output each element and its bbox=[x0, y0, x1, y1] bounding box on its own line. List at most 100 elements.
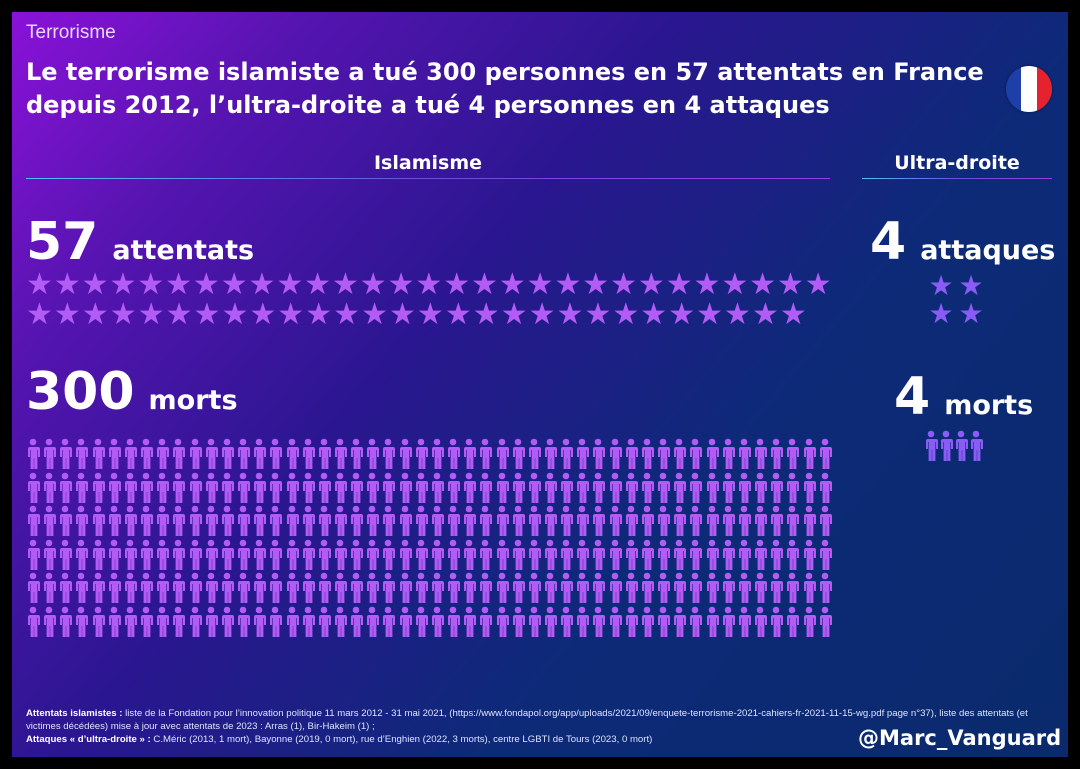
person-icon bbox=[334, 472, 347, 503]
person-icon bbox=[302, 572, 315, 603]
person-icon bbox=[706, 539, 719, 570]
star-icon: ★ bbox=[528, 297, 556, 332]
person-icon bbox=[577, 572, 590, 603]
person-icon bbox=[318, 572, 331, 603]
sources-text-ultra-right: C.Méric (2013, 1 mort), Bayonne (2019, 0… bbox=[150, 734, 653, 745]
star-icon: ★ bbox=[958, 269, 984, 302]
person-icon bbox=[76, 438, 89, 469]
person-icon bbox=[76, 572, 89, 603]
person-icon bbox=[383, 572, 396, 603]
person-icon bbox=[415, 606, 428, 637]
star-icon: ★ bbox=[415, 267, 443, 302]
person-icon bbox=[755, 539, 768, 570]
person-icon bbox=[641, 438, 654, 469]
star-icon: ★ bbox=[443, 267, 471, 302]
person-icon bbox=[496, 472, 509, 503]
person-icon bbox=[512, 472, 525, 503]
person-icon bbox=[157, 572, 170, 603]
star-icon: ★ bbox=[804, 267, 832, 302]
person-icon bbox=[480, 539, 493, 570]
star-icon: ★ bbox=[721, 267, 749, 302]
star-icon: ★ bbox=[928, 297, 954, 330]
person-icon bbox=[658, 572, 671, 603]
ultra-droite-deaths-stat: 4 morts bbox=[894, 367, 1033, 427]
person-icon bbox=[658, 438, 671, 469]
person-icon bbox=[641, 472, 654, 503]
person-icon bbox=[625, 606, 638, 637]
person-icon bbox=[593, 438, 606, 469]
ultra-droite-attacks-stat: 4 attaques bbox=[870, 212, 1055, 272]
person-icon bbox=[415, 438, 428, 469]
person-icon bbox=[334, 572, 347, 603]
star-icon: ★ bbox=[498, 267, 526, 302]
person-icon bbox=[625, 472, 638, 503]
person-icon bbox=[738, 438, 751, 469]
people-row bbox=[26, 438, 832, 471]
person-icon bbox=[302, 606, 315, 637]
person-icon bbox=[124, 606, 137, 637]
person-icon bbox=[706, 572, 719, 603]
person-icon bbox=[302, 539, 315, 570]
person-icon bbox=[561, 505, 574, 536]
person-icon bbox=[722, 472, 735, 503]
person-icon bbox=[480, 505, 493, 536]
person-icon bbox=[706, 438, 719, 469]
person-icon bbox=[431, 606, 444, 637]
star-icon: ★ bbox=[751, 297, 779, 332]
person-icon bbox=[545, 472, 557, 503]
star-icon: ★ bbox=[582, 267, 610, 302]
person-icon bbox=[367, 438, 380, 469]
person-icon bbox=[238, 472, 251, 503]
person-icon bbox=[674, 606, 687, 637]
person-icon bbox=[157, 505, 170, 536]
person-icon bbox=[674, 505, 687, 536]
person-icon bbox=[480, 606, 493, 637]
star-icon: ★ bbox=[584, 297, 612, 332]
star-icon: ★ bbox=[137, 297, 165, 332]
star-icon: ★ bbox=[220, 267, 248, 302]
person-icon bbox=[803, 472, 816, 503]
person-icon bbox=[755, 438, 768, 469]
infographic: Terrorisme Le terrorisme islamiste a tué… bbox=[12, 12, 1068, 757]
person-icon bbox=[254, 472, 267, 503]
person-icon bbox=[108, 606, 121, 637]
star-icon: ★ bbox=[53, 267, 81, 302]
person-icon bbox=[787, 472, 800, 503]
person-icon bbox=[334, 539, 347, 570]
person-icon bbox=[448, 539, 461, 570]
person-icon bbox=[609, 539, 622, 570]
person-icon bbox=[189, 539, 202, 570]
star-icon: ★ bbox=[696, 297, 724, 332]
person-icon bbox=[141, 438, 154, 469]
person-icon bbox=[722, 539, 735, 570]
person-icon bbox=[593, 572, 606, 603]
person-icon bbox=[173, 572, 186, 603]
person-icon bbox=[609, 606, 622, 637]
people-row bbox=[26, 606, 832, 639]
person-icon bbox=[173, 472, 186, 503]
person-icon bbox=[625, 539, 638, 570]
person-icon bbox=[124, 438, 137, 469]
person-icon bbox=[431, 539, 444, 570]
person-icon bbox=[60, 438, 73, 469]
star-icon: ★ bbox=[165, 267, 192, 302]
person-icon bbox=[448, 606, 461, 637]
star-icon: ★ bbox=[277, 297, 305, 332]
person-icon bbox=[367, 505, 380, 536]
person-icon bbox=[674, 438, 687, 469]
person-icon bbox=[399, 438, 412, 469]
star-icon: ★ bbox=[612, 297, 640, 332]
person-icon bbox=[221, 572, 234, 603]
star-icon: ★ bbox=[749, 267, 777, 302]
person-icon bbox=[819, 438, 832, 469]
attacks-number: 57 bbox=[26, 212, 99, 272]
people-row bbox=[26, 472, 832, 505]
person-icon bbox=[771, 606, 784, 637]
star-icon: ★ bbox=[361, 297, 388, 332]
person-icon bbox=[496, 505, 509, 536]
person-icon bbox=[286, 505, 299, 536]
person-icon bbox=[334, 505, 347, 536]
person-icon bbox=[771, 472, 784, 503]
person-icon bbox=[956, 430, 968, 461]
star-icon: ★ bbox=[779, 297, 807, 332]
